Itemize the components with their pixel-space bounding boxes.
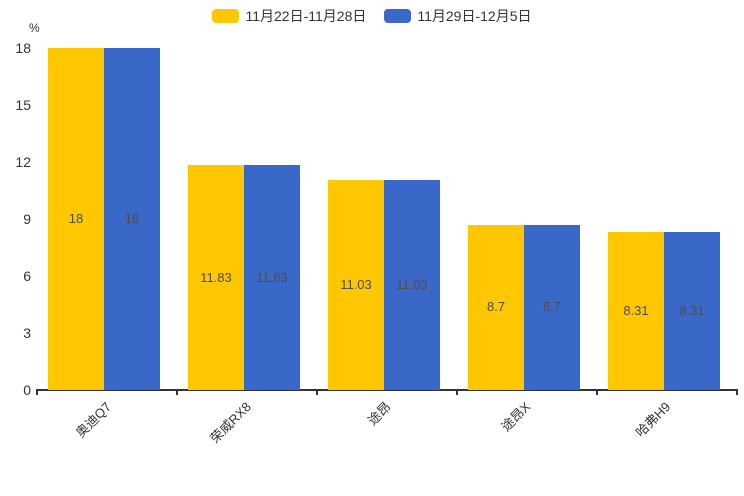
legend-item-week2[interactable]: 11月29日-12月5日: [384, 6, 532, 26]
bar-week1-荣威RX8[interactable]: [188, 165, 244, 390]
x-axis-category-label: 途昂X: [498, 399, 534, 435]
x-axis-tick: [36, 390, 38, 395]
bar-week1-途昂[interactable]: [328, 180, 384, 390]
y-axis-tick-label: 0: [23, 382, 31, 398]
x-axis-category-label: 荣威RX8: [206, 399, 254, 447]
x-axis-tick: [176, 390, 178, 395]
bar-week1-奥迪Q7[interactable]: [48, 48, 104, 390]
bar-week2-奥迪Q7[interactable]: [104, 48, 160, 390]
bar-week1-途昂X[interactable]: [468, 224, 524, 390]
x-axis-tick: [596, 390, 598, 395]
legend-item-week1[interactable]: 11月22日-11月28日: [212, 6, 366, 26]
legend-swatch-week2-icon: [384, 9, 412, 23]
x-axis-category-label: 哈弗H9: [632, 399, 674, 440]
x-axis-tick: [736, 390, 738, 395]
y-axis-unit-label: %: [29, 21, 40, 35]
legend: 11月22日-11月28日 11月29日-12月5日: [0, 6, 744, 26]
x-axis-tick: [316, 390, 318, 395]
legend-swatch-week1-icon: [212, 9, 240, 23]
y-axis-tick-label: 3: [23, 325, 31, 341]
y-axis-tick-label: 18: [15, 40, 31, 56]
x-axis-tick: [456, 390, 458, 395]
y-axis-tick-label: 12: [15, 154, 31, 170]
bar-week2-途昂X[interactable]: [524, 224, 580, 390]
bar-week2-途昂[interactable]: [384, 180, 440, 390]
bar-week2-荣威RX8[interactable]: [244, 165, 300, 390]
y-axis-tick-label: 6: [23, 268, 31, 284]
x-axis-category-label: 奥迪Q7: [72, 399, 114, 441]
bar-week2-哈弗H9[interactable]: [664, 232, 720, 390]
legend-label-week1: 11月22日-11月28日: [245, 8, 367, 24]
x-axis-category-label: 途昂: [364, 399, 394, 429]
legend-label-week2: 11月29日-12月5日: [417, 8, 532, 24]
y-axis-tick-label: 9: [23, 211, 31, 227]
y-axis-tick-label: 15: [15, 97, 31, 113]
bar-week1-哈弗H9[interactable]: [608, 232, 664, 390]
